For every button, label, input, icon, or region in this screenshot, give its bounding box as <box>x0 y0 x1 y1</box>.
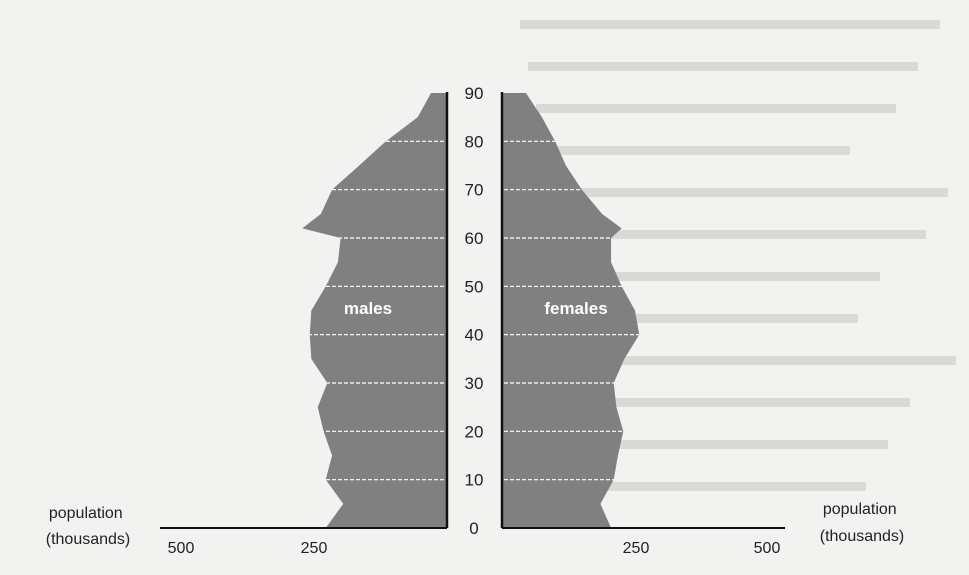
left-x-tick-250: 250 <box>301 540 328 557</box>
age-tick-label: 50 <box>465 277 484 296</box>
background-text-line <box>536 356 956 365</box>
left-x-tick-500: 500 <box>168 540 195 557</box>
males-series-label: males <box>344 299 392 318</box>
background-text-line <box>528 62 918 71</box>
background-text-line <box>528 188 948 197</box>
age-tick-label: 60 <box>465 229 484 248</box>
age-tick-labels: 0 10 20 30 40 50 60 70 80 90 <box>465 84 484 538</box>
females-series-label: females <box>544 299 607 318</box>
background-text-line <box>536 482 866 491</box>
right-x-axis-label: population (thousands) <box>820 501 905 545</box>
age-tick-label: 30 <box>465 374 484 393</box>
left-x-axis-label: population (thousands) <box>46 505 131 548</box>
males-population-area <box>302 93 447 528</box>
background-text-line <box>528 314 858 323</box>
right-x-tick-250: 250 <box>623 540 650 557</box>
age-tick-label: 70 <box>465 181 484 200</box>
right-x-tick-500: 500 <box>754 540 781 557</box>
age-tick-label: 90 <box>465 84 484 103</box>
age-tick-label: 20 <box>465 422 484 441</box>
age-tick-label: 0 <box>469 519 478 538</box>
background-text-line <box>536 104 896 113</box>
age-tick-label: 10 <box>465 471 484 490</box>
background-text-line <box>520 398 910 407</box>
background-text-line <box>520 20 940 29</box>
gridlines <box>302 140 640 481</box>
age-tick-label: 40 <box>465 326 484 345</box>
background-text-line <box>528 440 888 449</box>
background-text-line <box>520 146 850 155</box>
age-tick-label: 80 <box>465 132 484 151</box>
pyramid-bars <box>302 93 640 528</box>
axes <box>160 92 785 529</box>
females-population-area <box>502 93 640 528</box>
background-text-line <box>520 272 880 281</box>
background-text-line <box>536 230 926 239</box>
